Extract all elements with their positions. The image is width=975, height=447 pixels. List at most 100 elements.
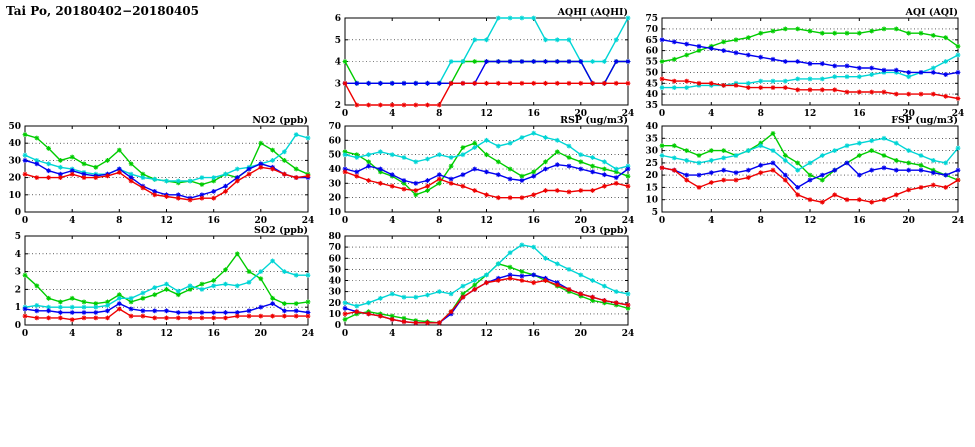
x-tick-label: 24 bbox=[302, 216, 314, 226]
y-tick-label: 4 bbox=[335, 58, 341, 68]
y-tick-label: 15 bbox=[645, 183, 658, 193]
x-tick-label: 0 bbox=[342, 109, 348, 119]
y-tick-label: 10 bbox=[8, 191, 21, 201]
y-tick-label: 45 bbox=[645, 79, 658, 89]
y-tick-label: 0 bbox=[15, 208, 21, 218]
x-tick-label: 20 bbox=[575, 109, 588, 119]
x-tick-label: 4 bbox=[389, 216, 395, 226]
x-tick-label: 20 bbox=[902, 109, 915, 119]
x-tick-label: 8 bbox=[436, 216, 442, 226]
chart-canvas-aqhi: 0 4 8 12 16 20 24 2 3 4 5 6 AQHI (AQHI) bbox=[335, 7, 635, 119]
y-tick-label: 20 bbox=[328, 194, 341, 204]
chart-rsp: 0 4 8 12 16 20 24 10 20 30 40 50 60 70 RSP (ug/m3) bbox=[321, 113, 634, 227]
x-tick-label: 0 bbox=[659, 216, 665, 226]
y-tick-label: 10 bbox=[645, 196, 658, 206]
series-markers-cyan bbox=[342, 242, 631, 309]
y-tick-label: 10 bbox=[328, 208, 341, 218]
x-tick-label: 8 bbox=[436, 109, 442, 119]
x-tick-label: 12 bbox=[480, 216, 493, 226]
series-line-cyan bbox=[661, 137, 959, 172]
series-markers-green bbox=[22, 251, 311, 306]
x-tick-label: 24 bbox=[952, 109, 964, 119]
y-tick-label: 40 bbox=[8, 139, 21, 149]
series-markers-green bbox=[659, 131, 961, 183]
y-tick-label: 70 bbox=[328, 122, 341, 132]
y-tick-label: 40 bbox=[645, 122, 658, 132]
x-tick-label: 16 bbox=[207, 216, 220, 226]
x-tick-label: 4 bbox=[708, 216, 714, 226]
x-tick-label: 24 bbox=[302, 329, 314, 339]
x-tick-label: 20 bbox=[575, 329, 588, 339]
chart-canvas-rsp: 0 4 8 12 16 20 24 10 20 30 40 50 60 70 RSP (ug/m3) bbox=[328, 115, 634, 226]
y-tick-label: 80 bbox=[328, 232, 341, 242]
x-tick-label: 12 bbox=[804, 216, 817, 226]
series-markers-cyan bbox=[342, 130, 631, 172]
y-tick-label: 5 bbox=[15, 232, 21, 242]
x-tick-label: 0 bbox=[342, 216, 348, 226]
series-markers-blue bbox=[659, 37, 961, 77]
chart-canvas-fsp: 0 4 8 12 16 20 24 5 10 15 20 25 30 35 40 FSP (ug/m3) bbox=[645, 115, 964, 226]
x-tick-label: 16 bbox=[527, 109, 540, 119]
chart-so2: 0 4 8 12 16 20 24 0 1 2 3 4 5 SO2 (ppb) bbox=[1, 223, 315, 340]
y-tick-label: 75 bbox=[645, 14, 658, 24]
x-tick-label: 8 bbox=[116, 329, 122, 339]
y-tick-label: 0 bbox=[15, 321, 21, 331]
y-tick-label: 60 bbox=[645, 47, 658, 57]
chart-aqi: 0 4 8 12 16 20 24 35 40 45 50 55 60 65 70 75 AQI (AQI) bbox=[638, 5, 964, 120]
x-tick-label: 24 bbox=[622, 216, 634, 226]
series-line-green bbox=[24, 252, 309, 305]
x-tick-label: 24 bbox=[622, 109, 634, 119]
x-tick-label: 0 bbox=[342, 329, 348, 339]
x-tick-label: 20 bbox=[575, 216, 588, 226]
y-tick-label: 5 bbox=[652, 208, 658, 218]
chart-title: AQI (AQI) bbox=[905, 7, 958, 18]
x-tick-label: 12 bbox=[480, 329, 493, 339]
series-markers-red bbox=[659, 76, 961, 101]
y-tick-label: 6 bbox=[335, 14, 341, 24]
y-tick-label: 50 bbox=[8, 122, 21, 132]
x-tick-label: 16 bbox=[853, 216, 866, 226]
series-markers-red bbox=[342, 275, 631, 326]
series-markers-cyan bbox=[342, 15, 631, 86]
x-tick-label: 12 bbox=[804, 109, 817, 119]
series-markers-green bbox=[659, 26, 961, 64]
series-markers-green bbox=[342, 140, 631, 198]
series-markers-green bbox=[342, 261, 631, 326]
y-tick-label: 40 bbox=[328, 277, 341, 287]
y-tick-label: 30 bbox=[645, 147, 658, 157]
y-tick-label: 5 bbox=[335, 36, 341, 46]
x-tick-label: 8 bbox=[436, 329, 442, 339]
series-line-green bbox=[661, 28, 959, 63]
y-tick-label: 65 bbox=[645, 36, 658, 46]
y-tick-label: 50 bbox=[328, 265, 341, 275]
x-tick-label: 20 bbox=[902, 216, 915, 226]
x-tick-label: 16 bbox=[527, 329, 540, 339]
x-tick-label: 16 bbox=[853, 109, 866, 119]
y-tick-label: 20 bbox=[8, 174, 21, 184]
x-tick-label: 12 bbox=[160, 329, 173, 339]
x-tick-label: 4 bbox=[389, 329, 395, 339]
x-tick-label: 20 bbox=[255, 329, 268, 339]
y-tick-label: 30 bbox=[328, 288, 341, 298]
chart-o3: 0 4 8 12 16 20 24 0 10 20 30 40 50 60 70 80 O3 (ppb) bbox=[321, 223, 634, 340]
chart-fsp: 0 4 8 12 16 20 24 5 10 15 20 25 30 35 40 FSP (ug/m3) bbox=[638, 113, 964, 227]
series-line-cyan bbox=[345, 17, 629, 85]
series-line-red bbox=[344, 82, 628, 106]
series-line-green bbox=[24, 133, 309, 186]
x-tick-label: 4 bbox=[69, 216, 75, 226]
y-tick-label: 30 bbox=[328, 179, 341, 189]
x-tick-label: 16 bbox=[527, 216, 540, 226]
y-tick-label: 25 bbox=[645, 159, 658, 169]
chart-no2: 0 4 8 12 16 20 24 0 10 20 30 40 50 NO2 (ppb) bbox=[1, 113, 314, 227]
y-tick-label: 20 bbox=[645, 171, 658, 181]
series-markers-red bbox=[659, 165, 961, 205]
y-tick-label: 30 bbox=[8, 156, 21, 166]
series-markers-cyan bbox=[659, 135, 961, 173]
y-tick-label: 3 bbox=[335, 79, 341, 89]
y-tick-label: 0 bbox=[335, 321, 341, 331]
x-tick-label: 16 bbox=[207, 329, 220, 339]
y-tick-label: 35 bbox=[645, 134, 658, 144]
